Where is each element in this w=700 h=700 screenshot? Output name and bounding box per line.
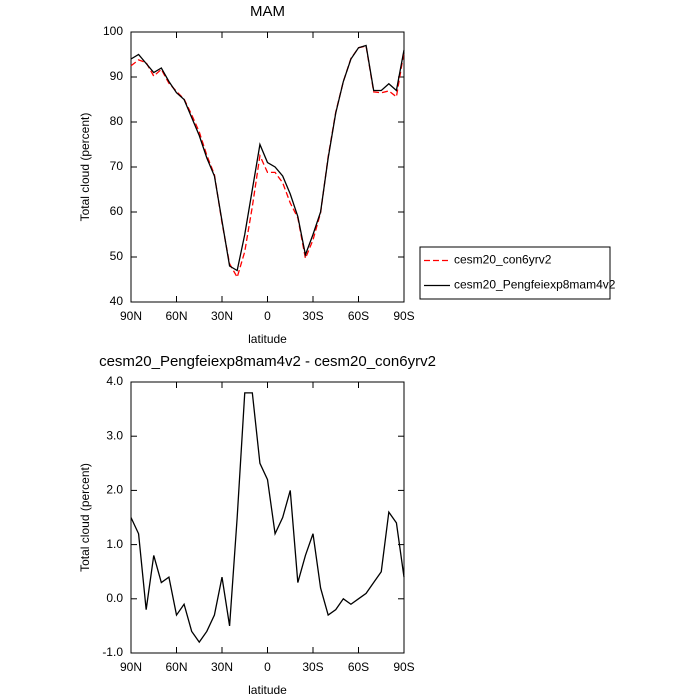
x-tick-label: 90S bbox=[393, 309, 414, 323]
y-tick-label: 100 bbox=[103, 24, 123, 38]
y-tick-label: 3.0 bbox=[106, 428, 123, 442]
y-axis-label: Total cloud (percent) bbox=[78, 463, 92, 572]
y-tick-label: 0.0 bbox=[106, 591, 123, 605]
x-tick-label: 60N bbox=[165, 309, 187, 323]
y-tick-label: 90 bbox=[110, 69, 124, 83]
chart-title: cesm20_Pengfeiexp8mam4v2 - cesm20_con6yr… bbox=[99, 353, 436, 370]
plot-frame bbox=[130, 381, 405, 654]
x-tick-label: 30S bbox=[302, 660, 323, 674]
y-tick-label: 70 bbox=[110, 159, 124, 173]
x-tick-label: 0 bbox=[264, 309, 271, 323]
data-line bbox=[130, 392, 405, 644]
legend-label: cesm20_con6yrv2 bbox=[454, 253, 552, 267]
y-tick-label: 2.0 bbox=[106, 483, 123, 497]
y-tick-label: -1.0 bbox=[102, 645, 123, 659]
x-tick-label: 30N bbox=[211, 309, 233, 323]
legend-label: cesm20_Pengfeiexp8mam4v2 bbox=[454, 278, 616, 292]
y-axis-label: Total cloud (percent) bbox=[78, 113, 92, 222]
x-tick-label: 30S bbox=[302, 309, 323, 323]
data-line bbox=[130, 44, 405, 272]
x-tick-label: 60S bbox=[348, 660, 369, 674]
y-tick-label: 50 bbox=[110, 249, 124, 263]
x-tick-label: 30N bbox=[211, 660, 233, 674]
x-axis-label: latitude bbox=[248, 332, 287, 346]
x-tick-label: 60S bbox=[348, 309, 369, 323]
y-tick-label: 40 bbox=[110, 294, 124, 308]
y-tick-label: 60 bbox=[110, 204, 124, 218]
legend-box bbox=[419, 246, 611, 300]
x-tick-label: 0 bbox=[264, 660, 271, 674]
y-tick-label: 1.0 bbox=[106, 537, 123, 551]
x-tick-label: 90N bbox=[120, 309, 142, 323]
y-tick-label: 4.0 bbox=[106, 374, 123, 388]
x-tick-label: 90S bbox=[393, 660, 414, 674]
y-tick-label: 80 bbox=[110, 114, 124, 128]
plot-frame bbox=[130, 31, 405, 303]
x-tick-label: 90N bbox=[120, 660, 142, 674]
x-tick-label: 60N bbox=[165, 660, 187, 674]
chart-title: MAM bbox=[250, 3, 285, 20]
x-axis-label: latitude bbox=[248, 683, 287, 697]
